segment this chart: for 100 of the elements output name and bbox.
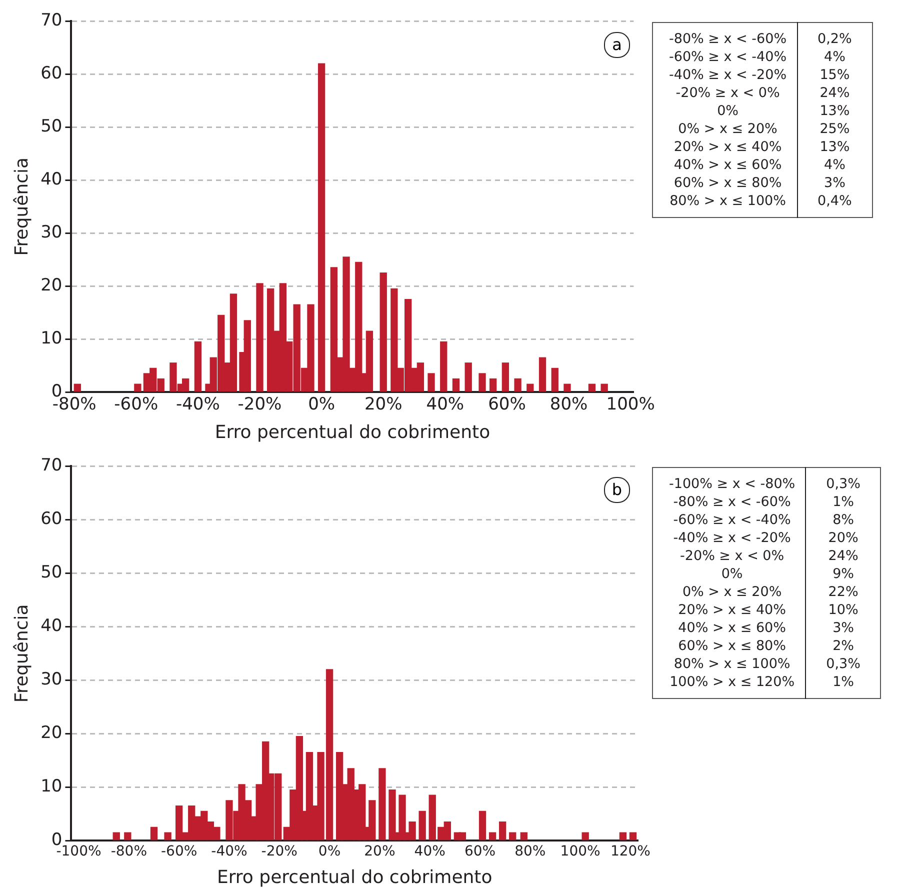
annotation: b [604, 477, 630, 503]
text: 100% > x ≤ 120% [652, 673, 806, 698]
x-tick-label: 60% [464, 844, 496, 860]
bar [428, 373, 435, 392]
y-tick-label: 40 [40, 170, 62, 190]
x-tick-label: 80% [550, 394, 588, 415]
x-tick-label: 100% [606, 394, 655, 415]
text: 0,3% [825, 655, 862, 673]
y-tick-label: 20 [40, 723, 62, 744]
text: 13% [818, 102, 851, 120]
y-tick-label: 70 [40, 456, 62, 476]
text: 13% [818, 138, 851, 156]
y-tick-label: 30 [40, 670, 62, 690]
text: 10% [827, 601, 860, 619]
text: 80% > x ≤ 100% [652, 192, 798, 218]
text: 0,2% [816, 30, 853, 48]
y-axis-title: Frequência [11, 604, 32, 703]
x-tick-label: 20% [364, 394, 402, 415]
x-tick-label: -40% [176, 394, 220, 415]
y-tick-label: 60 [40, 64, 62, 84]
text: -40% ≥ x < -20% [652, 66, 798, 84]
x-tick-label: -80% [110, 844, 147, 860]
bar [164, 832, 172, 840]
text: 40% > x ≤ 60% [652, 619, 806, 637]
bar [520, 832, 528, 840]
text: -80% ≥ x < -60% [652, 493, 806, 511]
y-tick-label: 20 [40, 275, 62, 296]
text: 0% > x ≤ 20% [652, 120, 798, 138]
y-tick-label: 10 [40, 776, 62, 797]
bar [488, 832, 496, 840]
text: 0% [652, 102, 798, 120]
bar [502, 362, 510, 392]
text: 25% [818, 120, 851, 138]
bar [134, 384, 142, 392]
text: 1% [832, 493, 855, 511]
text: 24% [818, 84, 851, 102]
x-axis-title: Erro percentual do cobrimento [214, 422, 490, 443]
bar [499, 822, 506, 840]
x-tick-label: 0% [318, 844, 341, 860]
x-tick-label: 20% [364, 844, 396, 860]
text: 20% > x ≤ 40% [652, 138, 798, 156]
bar [380, 272, 387, 392]
bar [538, 357, 546, 392]
x-tick-label: -20% [238, 394, 282, 415]
text: 3% [822, 174, 846, 192]
x-tick-label: -60% [160, 844, 198, 860]
bar [551, 368, 558, 392]
text: 3% [832, 619, 855, 637]
text: 9% [832, 565, 855, 583]
text: 4% [822, 156, 846, 174]
bar [124, 832, 132, 840]
text: 15% [818, 66, 851, 84]
x-tick-label: 60% [488, 394, 526, 415]
bar [182, 378, 190, 392]
text: -100% ≥ x < -80% [652, 468, 806, 493]
y-tick-label: 50 [40, 562, 62, 583]
text: -60% ≥ x < -40% [652, 48, 798, 66]
x-tick-label: -40% [211, 844, 248, 860]
bar [588, 384, 596, 392]
text: 22% [827, 583, 860, 601]
text: 80% > x ≤ 100% [652, 655, 806, 673]
text: 0,4% [816, 192, 853, 211]
y-tick-label: 10 [40, 328, 62, 348]
text: 0,3% [825, 475, 862, 493]
x-axis-title: Erro percentual do cobrimento [216, 866, 492, 888]
x-tick-label: 100% [560, 844, 600, 860]
bar [478, 810, 486, 840]
y-tick-label: 70 [40, 10, 62, 31]
text: 0% [652, 565, 806, 583]
y-tick-label: 30 [40, 222, 62, 243]
text: -20% ≥ x < 0% [652, 84, 798, 102]
text: 60% > x ≤ 80% [652, 174, 798, 192]
text: 0% > x ≤ 20% [652, 583, 806, 601]
bar [489, 378, 497, 392]
text: 1% [832, 673, 855, 692]
bar [509, 832, 516, 840]
bar [600, 384, 608, 392]
annotation: a [604, 32, 630, 58]
x-tick-label: -60% [114, 394, 158, 415]
text: 20% [827, 529, 860, 547]
bar [452, 378, 460, 392]
text: 4% [822, 48, 846, 66]
text: 40% > x ≤ 60% [652, 156, 798, 174]
x-tick-label: 40% [426, 394, 464, 415]
x-tick-label: 80% [514, 844, 546, 860]
y-tick-label: 60 [40, 509, 62, 530]
text: -60% ≥ x < -40% [652, 511, 806, 529]
bar [526, 384, 534, 392]
y-axis-title: Frequência [11, 157, 32, 256]
x-tick-label: 120% [610, 844, 650, 860]
bar [256, 283, 264, 392]
bar [74, 384, 81, 392]
bar [582, 832, 589, 840]
bar [440, 341, 448, 392]
bar [464, 362, 472, 392]
bar [378, 768, 386, 840]
text: 60% > x ≤ 80% [652, 637, 806, 655]
bar [478, 373, 486, 392]
bar [112, 832, 120, 840]
x-tick-label: -20% [261, 844, 298, 860]
